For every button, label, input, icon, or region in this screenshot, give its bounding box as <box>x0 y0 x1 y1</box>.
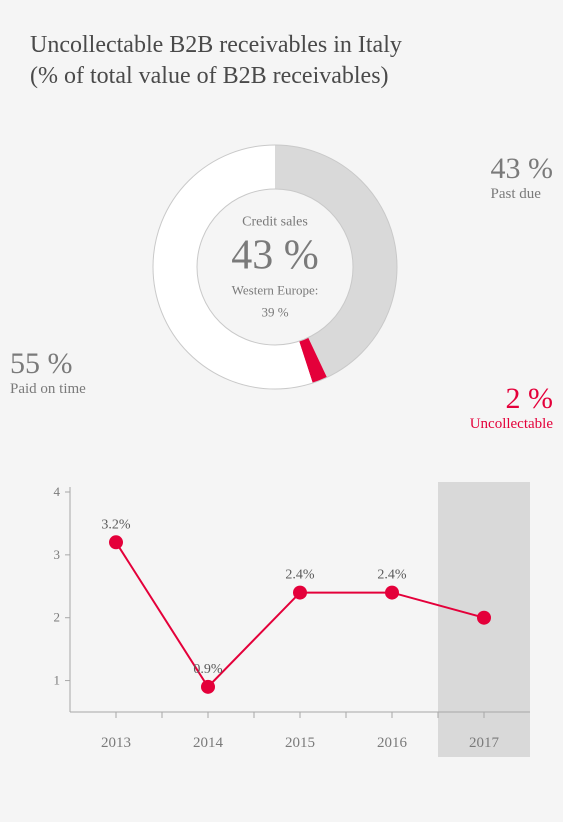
title-block: Uncollectable B2B receivables in Italy (… <box>30 30 533 92</box>
data-point <box>109 536 123 550</box>
chart-container: Uncollectable B2B receivables in Italy (… <box>0 0 563 822</box>
past-due-pct: 43 % <box>491 152 554 186</box>
data-point <box>477 611 491 625</box>
x-tick-label: 2017 <box>469 735 500 751</box>
label-paid-on-time: 55 % Paid on time <box>10 347 86 398</box>
data-point <box>293 586 307 600</box>
uncol-pct: 2 % <box>470 382 553 416</box>
point-label: 3.2% <box>101 518 131 533</box>
y-tick-label: 4 <box>54 484 61 499</box>
line-chart-svg: 1 2 3 4 2013 2014 2015 2016 2017 3.2% 0.9% 2.4% 2.4% <box>30 482 533 772</box>
trend-line <box>116 543 484 688</box>
title-line-2: (% of total value of B2B receivables) <box>30 61 533 92</box>
y-tick-label: 1 <box>54 673 61 688</box>
label-uncollectable: 2 % Uncollectable <box>470 382 553 433</box>
paid-text: Paid on time <box>10 381 86 398</box>
data-point <box>385 586 399 600</box>
donut-chart-area: Credit sales 43 % Western Europe: 39 % 4… <box>30 112 533 472</box>
donut-chart: Credit sales 43 % Western Europe: 39 % <box>150 142 400 392</box>
point-label: 2.4% <box>285 568 315 583</box>
y-tick-label: 2 <box>54 610 61 625</box>
donut-center-big: 43 % <box>205 235 345 277</box>
point-label: 2.4% <box>377 568 407 583</box>
donut-center-top: Credit sales <box>205 215 345 231</box>
donut-center-sub1: Western Europe: <box>205 283 345 299</box>
x-tick-label: 2014 <box>193 735 224 751</box>
data-point <box>201 680 215 694</box>
x-tick-label: 2013 <box>101 735 131 751</box>
x-tick-label: 2015 <box>285 735 315 751</box>
x-tick-label: 2016 <box>377 735 408 751</box>
uncol-text: Uncollectable <box>470 416 553 433</box>
donut-center-label: Credit sales 43 % Western Europe: 39 % <box>205 215 345 320</box>
y-tick-label: 3 <box>54 547 61 562</box>
past-due-text: Past due <box>491 186 554 203</box>
title-line-1: Uncollectable B2B receivables in Italy <box>30 30 533 61</box>
donut-center-sub2: 39 % <box>205 304 345 320</box>
point-label: 0.9% <box>193 662 223 677</box>
paid-pct: 55 % <box>10 347 86 381</box>
label-past-due: 43 % Past due <box>491 152 554 203</box>
line-chart-area: 1 2 3 4 2013 2014 2015 2016 2017 3.2% 0.9% 2.4% 2.4% <box>30 482 533 772</box>
